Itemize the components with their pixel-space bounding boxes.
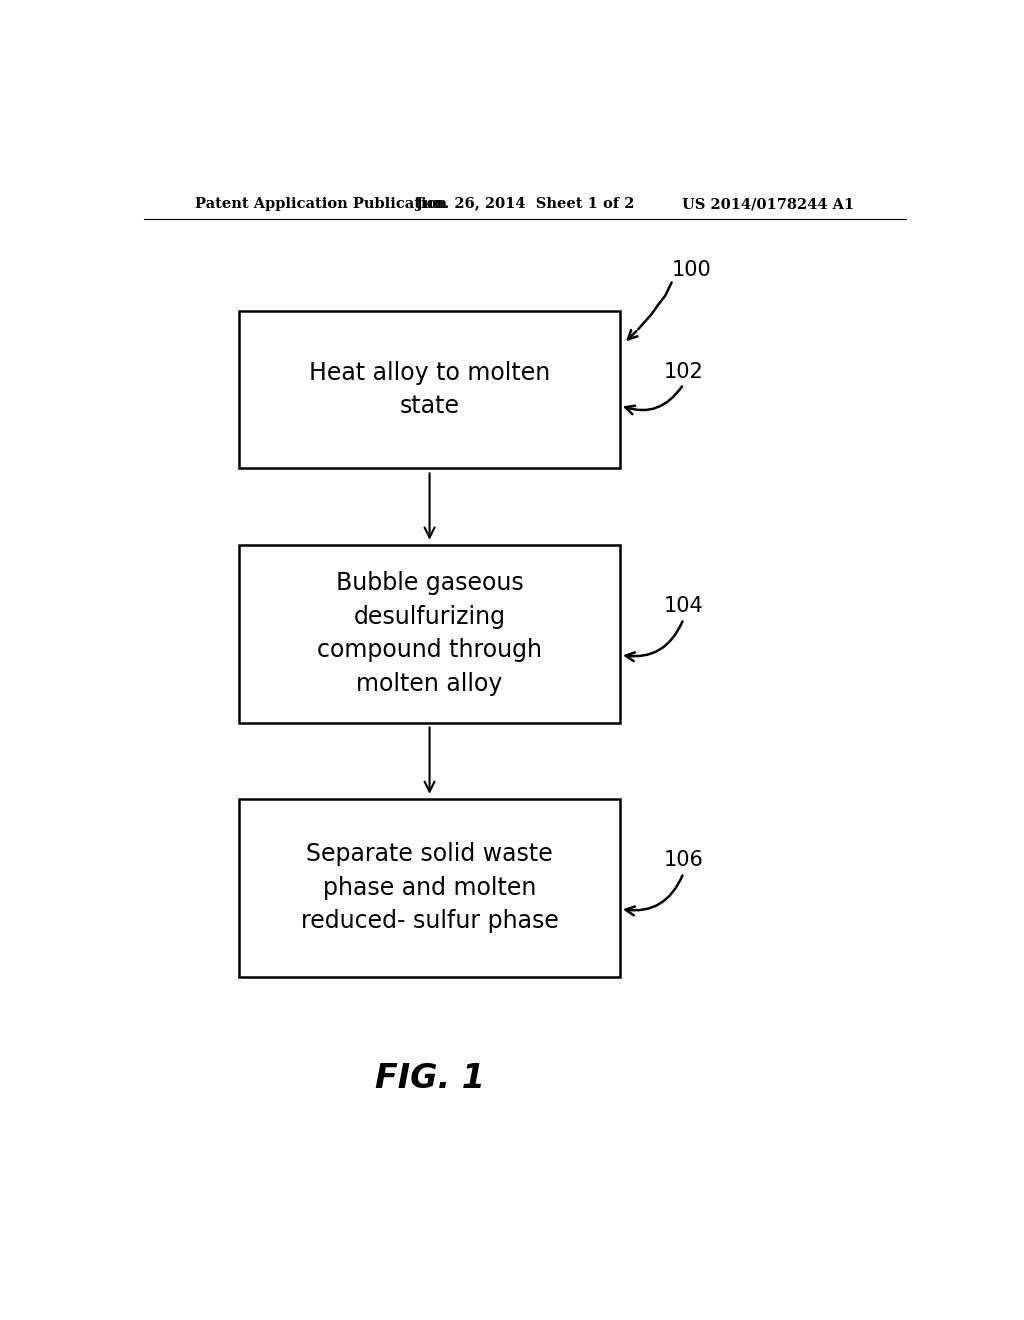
FancyBboxPatch shape — [240, 799, 620, 977]
Text: 100: 100 — [672, 260, 712, 280]
Text: 102: 102 — [664, 362, 703, 381]
Text: FIG. 1: FIG. 1 — [375, 1061, 484, 1094]
Text: Patent Application Publication: Patent Application Publication — [196, 197, 447, 211]
Text: 104: 104 — [664, 595, 703, 615]
FancyBboxPatch shape — [240, 545, 620, 722]
Text: Heat alloy to molten
state: Heat alloy to molten state — [309, 360, 550, 418]
FancyBboxPatch shape — [240, 312, 620, 469]
Text: 106: 106 — [664, 850, 703, 870]
Text: Bubble gaseous
desulfurizing
compound through
molten alloy: Bubble gaseous desulfurizing compound th… — [317, 572, 542, 696]
Text: US 2014/0178244 A1: US 2014/0178244 A1 — [682, 197, 854, 211]
Text: Jun. 26, 2014  Sheet 1 of 2: Jun. 26, 2014 Sheet 1 of 2 — [416, 197, 634, 211]
Text: Separate solid waste
phase and molten
reduced- sulfur phase: Separate solid waste phase and molten re… — [301, 842, 558, 933]
